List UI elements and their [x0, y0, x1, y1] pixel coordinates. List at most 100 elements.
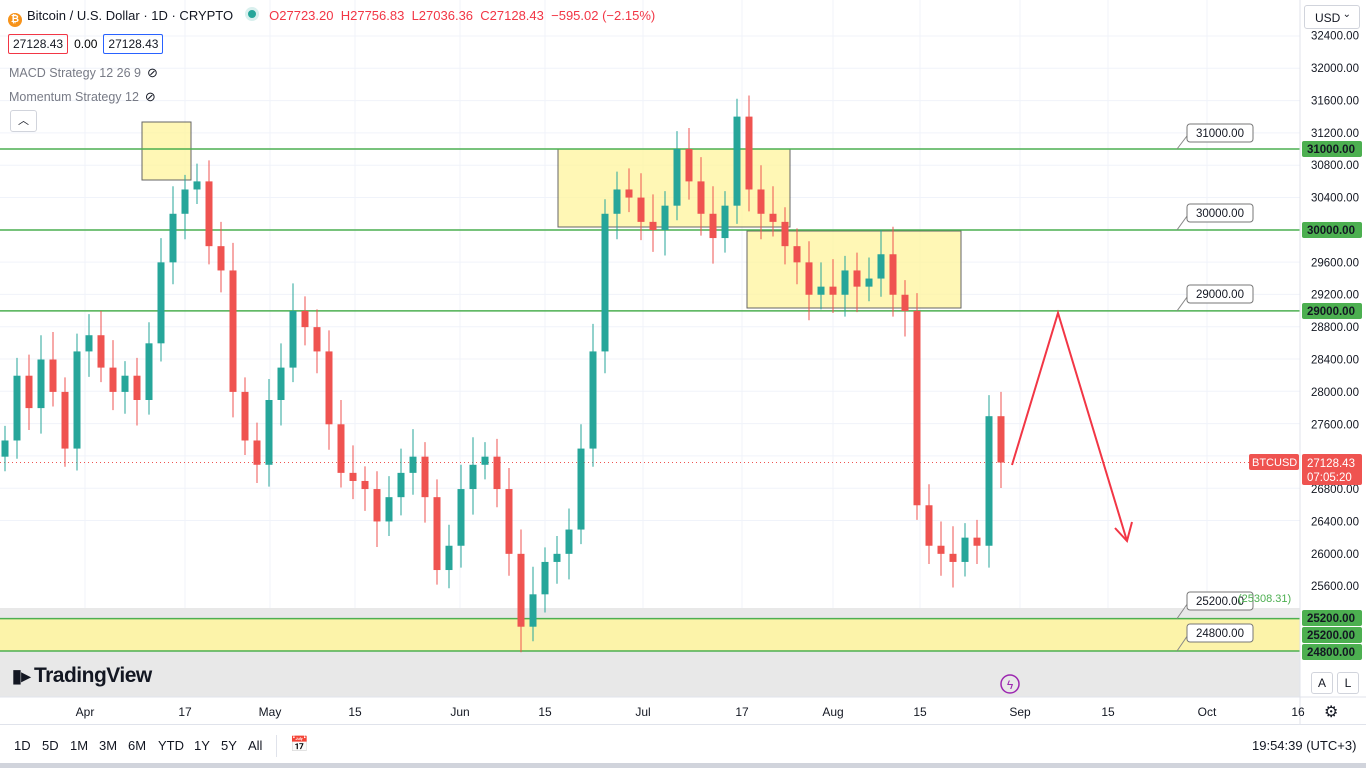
candle-body [421, 456, 429, 498]
horizontal-scrollbar[interactable] [0, 763, 1366, 768]
lightning-icon[interactable] [1000, 674, 1020, 694]
range-all[interactable]: All [248, 738, 263, 753]
candle-body [589, 351, 597, 449]
time-tick: Apr [76, 705, 95, 719]
last-price-tag [1302, 454, 1362, 485]
clock[interactable]: 19:54:39 (UTC+3) [1252, 738, 1357, 753]
candle-body [229, 270, 237, 392]
time-tick: 17 [735, 705, 749, 719]
candle-body [469, 464, 477, 490]
candle-body [445, 545, 453, 571]
ohlc-change: −595.02 (−2.15%) [551, 8, 656, 23]
gear-icon[interactable]: ⚙ [1324, 704, 1339, 721]
tradingview-logo-text: TradingView [33, 664, 152, 687]
eye-crossed-icon[interactable]: ⊘ [144, 89, 156, 104]
candle-body [25, 375, 33, 409]
level-callout-text: 30000.00 [1196, 208, 1244, 220]
candle-body [361, 480, 369, 490]
support-zone [0, 618, 1300, 651]
countdown-text: 07:05:20 [1307, 472, 1352, 484]
candle-body [433, 497, 441, 571]
time-tick: 17 [178, 705, 192, 719]
candle-body [949, 553, 957, 562]
range-ytd[interactable]: YTD [158, 738, 184, 753]
currency-select[interactable]: USD ⌄ [1304, 5, 1360, 29]
range-1y[interactable]: 1Y [194, 738, 210, 753]
price-level-tag [1302, 627, 1362, 643]
candle-body [877, 254, 885, 279]
candle-body [697, 181, 705, 214]
candle-body [193, 181, 201, 190]
candle-body [85, 335, 93, 352]
candle-body [865, 278, 873, 287]
price-level-tag [1302, 644, 1362, 660]
range-5y[interactable]: 5Y [221, 738, 237, 753]
highlight-box[interactable] [141, 121, 192, 181]
indicator-momentum[interactable]: Momentum Strategy 12 ⊘ [9, 89, 156, 105]
candle-body [937, 545, 945, 554]
price-level-tag-text: 25200.00 [1307, 613, 1355, 625]
bid-price[interactable]: 27128.43 [8, 34, 69, 54]
collapse-legend-button[interactable]: ︿ [10, 110, 37, 132]
level-callout[interactable] [1186, 203, 1254, 223]
candle-body [385, 497, 393, 522]
symbol-tag [1249, 454, 1299, 470]
candle-body [529, 594, 537, 627]
price-level-tag-text: 25200.00 [1307, 630, 1355, 642]
candle-body [565, 529, 573, 554]
price-tick: 31600.00 [1311, 95, 1359, 107]
auto-scale-button[interactable]: A [1311, 672, 1333, 694]
candle-body [913, 310, 921, 506]
log-scale-button[interactable]: L [1337, 672, 1359, 694]
candle-body [505, 489, 513, 554]
symbol-title: Bitcoin / U.S. Dollar · 1D · CRYPTO [27, 8, 234, 23]
price-chart[interactable]: 31000.00 30000.00 29000.00 25200.00 24800.00… [0, 0, 1366, 724]
eye-crossed-icon[interactable]: ⊘ [147, 65, 158, 80]
range-1d[interactable]: 1D [14, 738, 31, 753]
price-level-tag-text: 29000.00 [1307, 306, 1355, 318]
candle-body [181, 189, 189, 214]
candle-body [541, 561, 549, 595]
chevron-down-icon: ⌄ [1342, 9, 1351, 20]
candle-body [277, 367, 285, 400]
time-tick: Jun [450, 705, 469, 719]
candle-body [985, 416, 993, 546]
level-callout[interactable] [1186, 123, 1254, 143]
candle-body [925, 505, 933, 546]
highlight-box[interactable] [746, 230, 962, 309]
price-level-tag-text: 30000.00 [1307, 225, 1355, 237]
price-level-tag [1302, 610, 1362, 626]
candle-body [889, 254, 897, 295]
range-3m[interactable]: 3M [99, 738, 118, 753]
range-5d[interactable]: 5D [42, 738, 59, 753]
price-tick: 30800.00 [1311, 160, 1359, 172]
ohlc-close: C27128.43 [480, 8, 544, 23]
calendar-range-icon[interactable]: 📅 [290, 736, 309, 753]
level-callout-text: 31000.00 [1196, 128, 1244, 140]
currency-value: USD [1315, 11, 1341, 25]
candle-body [625, 189, 633, 198]
candle-body [517, 553, 525, 627]
price-tick: 28400.00 [1311, 355, 1359, 367]
level-callout-text: 25200.00 [1196, 596, 1244, 608]
ohlc-high: H27756.83 [340, 8, 405, 23]
price-tick: 31200.00 [1311, 128, 1359, 140]
range-1m[interactable]: 1M [70, 738, 89, 753]
price-tick: 25600.00 [1311, 581, 1359, 593]
ask-price[interactable]: 27128.43 [103, 34, 164, 54]
indicator-macd[interactable]: MACD Strategy 12 26 9 ⊘ [9, 65, 158, 81]
market-status-dot[interactable] [245, 7, 260, 21]
level-callout[interactable] [1186, 623, 1254, 643]
forecast-arrow[interactable] [1011, 309, 1128, 542]
level-callout[interactable] [1186, 284, 1254, 304]
candle-body [205, 181, 213, 247]
level-callout[interactable] [1186, 591, 1254, 611]
spread-value: 0.00 [74, 37, 98, 51]
price-level-tag-text: 24800.00 [1307, 647, 1355, 659]
candle-body [133, 375, 141, 400]
candle-body [805, 262, 813, 295]
range-6m[interactable]: 6M [128, 738, 147, 753]
price-axis[interactable] [1300, 0, 1366, 697]
time-tick: 15 [348, 705, 362, 719]
price-tick: 29200.00 [1311, 290, 1359, 302]
